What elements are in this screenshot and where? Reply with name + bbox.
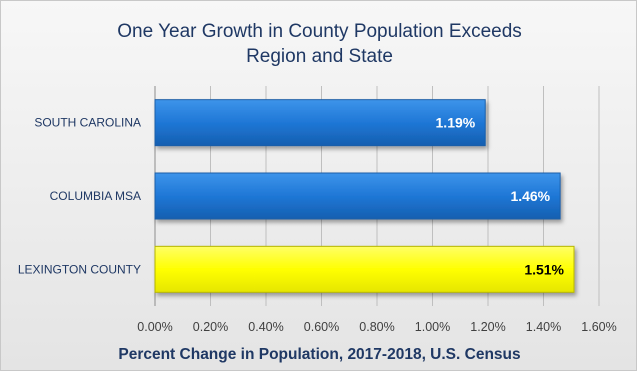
category-label: SOUTH CAROLINA xyxy=(34,116,141,130)
bar xyxy=(154,99,486,147)
x-tick-label: 1.60% xyxy=(581,320,616,334)
x-tick-label: 0.80% xyxy=(359,320,394,334)
x-tick-label: 1.20% xyxy=(470,320,505,334)
data-label: 1.46% xyxy=(510,188,550,204)
bar xyxy=(154,172,561,220)
bar xyxy=(154,245,575,293)
chart-title-line-1: One Year Growth in County Population Exc… xyxy=(117,21,522,42)
category-label: LEXINGTON COUNTY xyxy=(18,262,141,276)
chart-title: One Year Growth in County Population Exc… xyxy=(1,19,637,69)
x-tick-label: 1.00% xyxy=(415,320,450,334)
x-tick-label: 0.60% xyxy=(304,320,339,334)
category-label: COLUMBIA MSA xyxy=(50,189,141,203)
data-label: 1.51% xyxy=(524,261,564,277)
x-tick-label: 1.40% xyxy=(526,320,561,334)
x-axis-label: Percent Change in Population, 2017-2018,… xyxy=(118,346,521,363)
x-tick-label: 0.20% xyxy=(193,320,228,334)
x-tick-label: 0.00% xyxy=(137,320,172,334)
chart-title-line-2: Region and State xyxy=(246,46,393,67)
data-label: 1.19% xyxy=(436,115,476,131)
x-tick-label: 0.40% xyxy=(248,320,283,334)
